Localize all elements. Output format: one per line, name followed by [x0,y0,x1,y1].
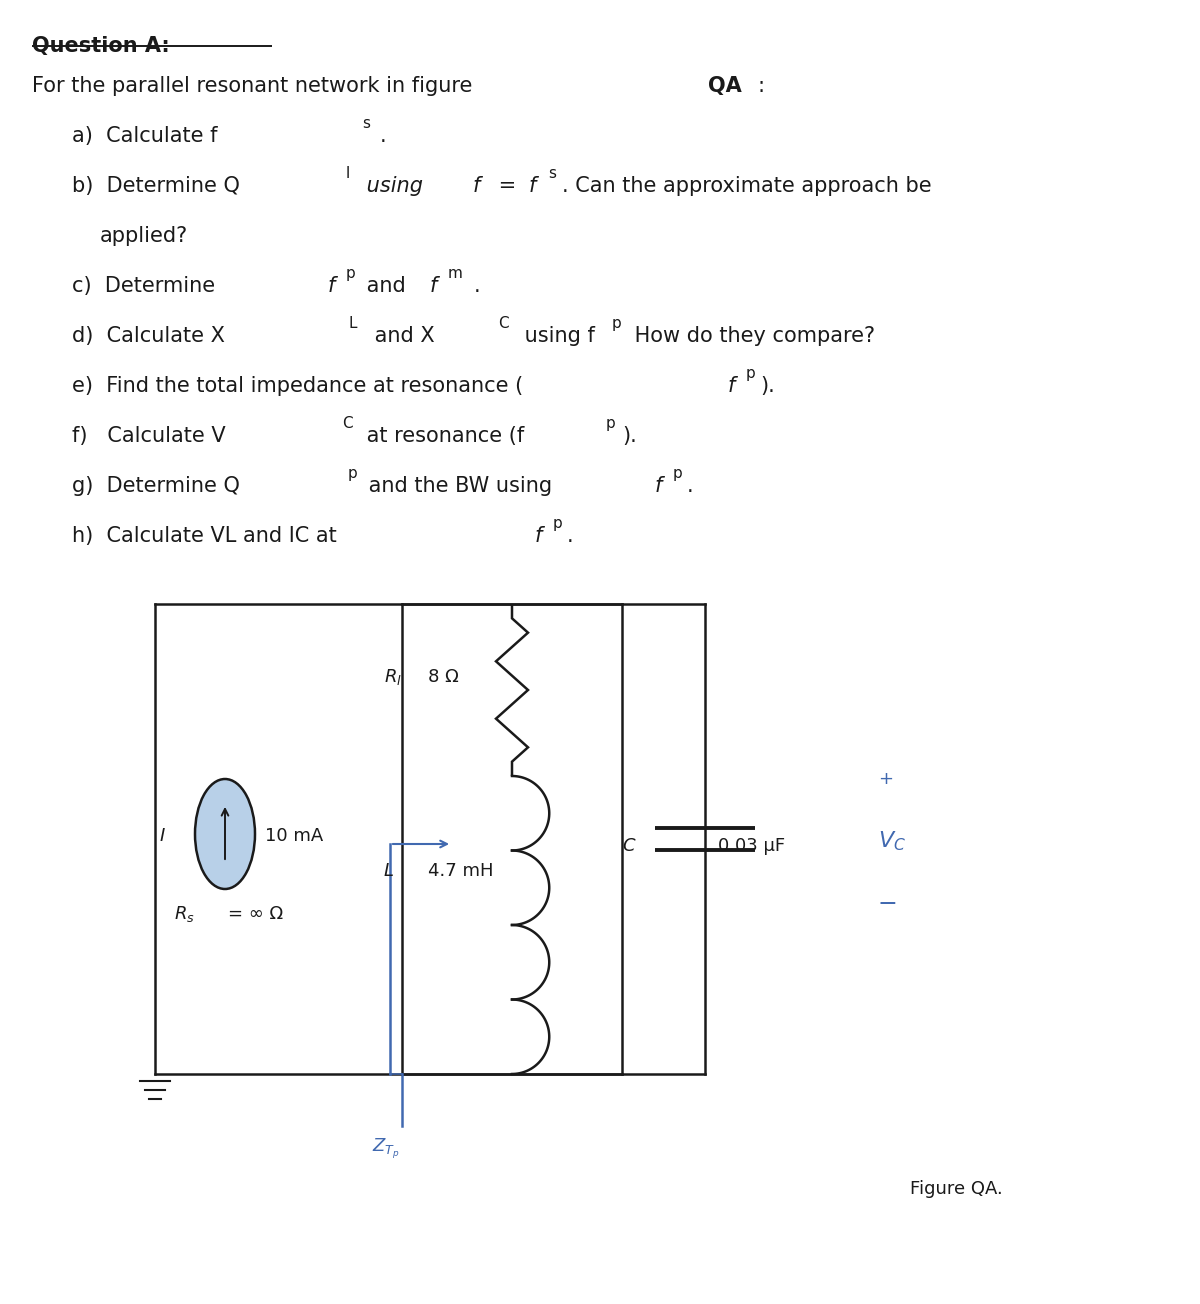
Text: d)  Calculate X: d) Calculate X [72,326,224,346]
Text: Figure QA.: Figure QA. [910,1180,1003,1198]
Text: p: p [348,466,358,481]
Text: +: + [878,769,893,788]
Text: $R_s$: $R_s$ [174,904,194,925]
Text: .: . [380,126,386,146]
Text: f: f [430,276,437,296]
Text: c)  Determine: c) Determine [72,276,222,296]
Text: p: p [673,466,683,481]
Text: p: p [612,316,622,331]
Text: .: . [568,526,574,546]
Text: L: L [384,862,394,880]
Text: s: s [548,166,556,181]
Text: f: f [328,276,335,296]
Text: using: using [360,176,430,196]
Text: f: f [535,526,542,546]
Text: f: f [529,176,536,196]
Text: f)   Calculate V: f) Calculate V [72,426,226,446]
Ellipse shape [194,778,256,889]
Text: I: I [160,827,166,845]
Text: −: − [878,892,898,915]
Text: $Z_{T_p}$: $Z_{T_p}$ [372,1137,400,1161]
Text: a)  Calculate f: a) Calculate f [72,126,217,146]
Text: For the parallel resonant network in figure: For the parallel resonant network in fig… [32,76,479,96]
Text: using f: using f [518,326,595,346]
Text: h)  Calculate VL and IC at: h) Calculate VL and IC at [72,526,343,546]
Text: QA: QA [708,76,742,96]
Text: s: s [362,116,370,130]
Text: .: . [686,476,694,496]
Text: applied?: applied? [100,226,188,246]
Text: f: f [728,376,736,396]
Text: and the BW using: and the BW using [362,476,559,496]
Text: b)  Determine Q: b) Determine Q [72,176,240,196]
Text: f: f [473,176,480,196]
Text: ).: ). [622,426,637,446]
Text: m: m [448,266,463,280]
Text: at resonance (f: at resonance (f [360,426,524,446]
Text: L: L [348,316,356,331]
Text: C: C [498,316,509,331]
Text: C: C [622,837,635,855]
Text: 10 mA: 10 mA [265,827,323,845]
Text: f: f [655,476,662,496]
Text: $V_C$: $V_C$ [878,829,906,853]
Text: p: p [606,416,616,432]
Text: :: : [758,76,766,96]
Text: p: p [553,516,563,531]
Text: 4.7 mH: 4.7 mH [428,862,493,880]
Text: . Can the approximate approach be: . Can the approximate approach be [562,176,931,196]
Text: p: p [746,366,756,381]
Text: and: and [360,276,413,296]
Text: l: l [346,166,350,181]
Text: How do they compare?: How do they compare? [628,326,875,346]
Text: 0.03 μF: 0.03 μF [718,837,785,855]
Text: ).: ). [760,376,775,396]
Text: C: C [342,416,353,432]
Text: = ∞ Ω: = ∞ Ω [228,905,283,923]
Text: Question A:: Question A: [32,37,169,56]
Text: and X: and X [368,326,434,346]
Text: 8 Ω: 8 Ω [428,668,458,686]
Text: e)  Find the total impedance at resonance (: e) Find the total impedance at resonance… [72,376,523,396]
Text: .: . [474,276,481,296]
Text: g)  Determine Q: g) Determine Q [72,476,240,496]
Text: =: = [492,176,523,196]
Text: $R_l$: $R_l$ [384,668,402,687]
Text: p: p [346,266,355,280]
